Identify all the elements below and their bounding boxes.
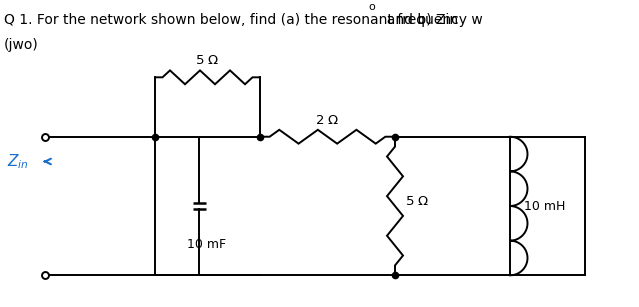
Text: 10 mH: 10 mH <box>524 200 566 212</box>
Text: (jwo): (jwo) <box>4 38 39 52</box>
Text: $Z_{in}$: $Z_{in}$ <box>7 152 29 171</box>
Text: Q 1. For the network shown below, find (a) the resonant frequency w: Q 1. For the network shown below, find (… <box>4 13 482 27</box>
Text: 2 $\Omega$: 2 $\Omega$ <box>316 114 340 127</box>
Text: 5 $\Omega$: 5 $\Omega$ <box>405 195 429 208</box>
Text: 5 $\Omega$: 5 $\Omega$ <box>196 54 220 68</box>
Text: 10 mF: 10 mF <box>187 238 226 251</box>
Text: o: o <box>369 2 375 12</box>
Text: and b) Zin: and b) Zin <box>378 13 458 27</box>
